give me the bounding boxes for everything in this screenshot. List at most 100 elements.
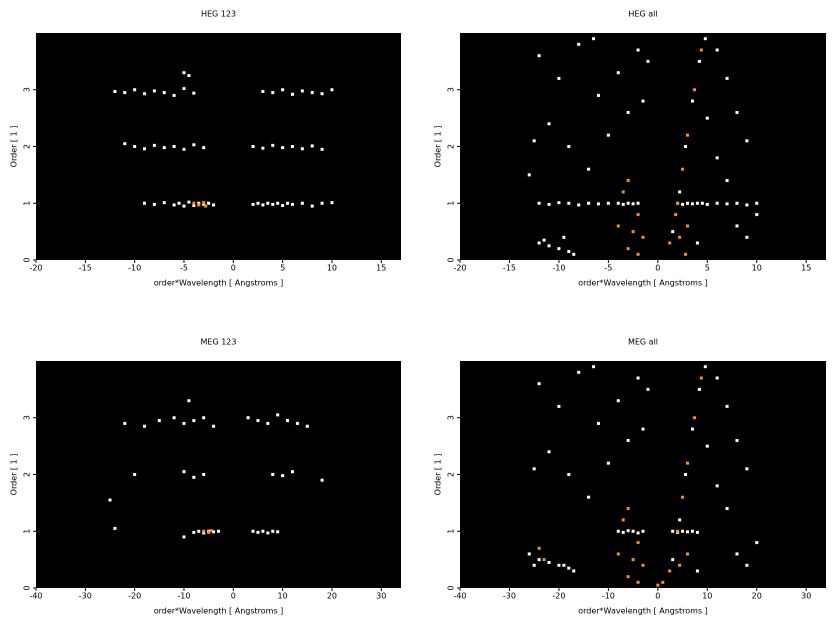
x-tick-label: -20 bbox=[29, 264, 42, 273]
point bbox=[636, 580, 640, 584]
point bbox=[725, 404, 729, 408]
point bbox=[745, 139, 749, 143]
plot-area bbox=[460, 361, 826, 588]
point bbox=[587, 495, 591, 499]
point bbox=[686, 224, 690, 228]
point bbox=[537, 201, 541, 205]
y-tick-label: 3 bbox=[23, 415, 32, 420]
point bbox=[157, 419, 161, 423]
point bbox=[755, 541, 759, 545]
point bbox=[626, 529, 630, 533]
point bbox=[686, 201, 690, 205]
point bbox=[626, 507, 630, 511]
point bbox=[572, 252, 576, 256]
point bbox=[686, 552, 690, 556]
point bbox=[641, 235, 645, 239]
point bbox=[330, 88, 334, 92]
point bbox=[266, 421, 270, 425]
point bbox=[192, 419, 196, 423]
point bbox=[646, 59, 650, 63]
point bbox=[700, 201, 704, 205]
point bbox=[616, 224, 620, 228]
point bbox=[636, 531, 640, 535]
point bbox=[133, 473, 137, 476]
point bbox=[725, 507, 729, 511]
point bbox=[557, 201, 561, 205]
point bbox=[616, 201, 620, 205]
point bbox=[192, 475, 196, 479]
point bbox=[674, 213, 678, 217]
point bbox=[755, 201, 759, 205]
y-tick-label: 2 bbox=[447, 472, 456, 477]
point bbox=[207, 201, 211, 205]
point bbox=[636, 213, 640, 217]
x-tick-label: 10 bbox=[327, 264, 337, 273]
point bbox=[715, 48, 719, 52]
point bbox=[537, 558, 541, 562]
point bbox=[305, 424, 309, 428]
point bbox=[715, 156, 719, 160]
x-tick-label: 0 bbox=[655, 592, 660, 601]
point bbox=[202, 529, 206, 533]
point bbox=[641, 99, 645, 103]
point bbox=[577, 42, 581, 46]
point bbox=[547, 244, 551, 248]
point bbox=[162, 91, 166, 95]
point bbox=[596, 421, 600, 425]
point bbox=[192, 530, 196, 534]
point bbox=[606, 201, 610, 205]
x-tick-label: 20 bbox=[752, 592, 762, 601]
point bbox=[182, 204, 186, 208]
y-tick-label: 2 bbox=[23, 144, 32, 149]
point bbox=[656, 583, 660, 587]
point bbox=[735, 438, 739, 442]
x-tick-label: -40 bbox=[29, 592, 42, 601]
point bbox=[567, 249, 571, 253]
x-tick-label: 0 bbox=[655, 264, 660, 273]
point bbox=[143, 92, 147, 96]
point bbox=[290, 470, 294, 474]
point bbox=[631, 558, 635, 562]
x-tick-label: -10 bbox=[177, 592, 190, 601]
point bbox=[261, 529, 265, 533]
point bbox=[310, 204, 314, 208]
point bbox=[668, 569, 672, 573]
point bbox=[684, 473, 688, 476]
point bbox=[172, 93, 176, 97]
point bbox=[197, 529, 201, 533]
point bbox=[681, 202, 685, 206]
point bbox=[686, 461, 690, 465]
point bbox=[290, 92, 294, 96]
point bbox=[641, 427, 645, 431]
point bbox=[725, 202, 729, 206]
point bbox=[266, 201, 270, 205]
point bbox=[197, 201, 201, 205]
point bbox=[527, 552, 531, 556]
point bbox=[281, 88, 285, 92]
point bbox=[286, 201, 290, 205]
point bbox=[187, 200, 191, 204]
point bbox=[547, 450, 551, 454]
point bbox=[300, 89, 304, 93]
point bbox=[320, 147, 324, 151]
point bbox=[626, 110, 630, 114]
point bbox=[587, 201, 591, 205]
point bbox=[172, 203, 176, 207]
chart-title: MEG 123 bbox=[201, 338, 237, 347]
point bbox=[310, 144, 314, 148]
point bbox=[276, 201, 280, 205]
point bbox=[246, 416, 250, 420]
point bbox=[745, 235, 749, 239]
point bbox=[684, 252, 688, 256]
point bbox=[133, 88, 137, 92]
point bbox=[152, 143, 156, 147]
point bbox=[692, 416, 696, 420]
point bbox=[621, 202, 625, 206]
point bbox=[616, 552, 620, 556]
point bbox=[295, 421, 299, 425]
point bbox=[197, 203, 201, 207]
point bbox=[690, 529, 694, 533]
point bbox=[192, 143, 196, 147]
point bbox=[621, 530, 625, 534]
